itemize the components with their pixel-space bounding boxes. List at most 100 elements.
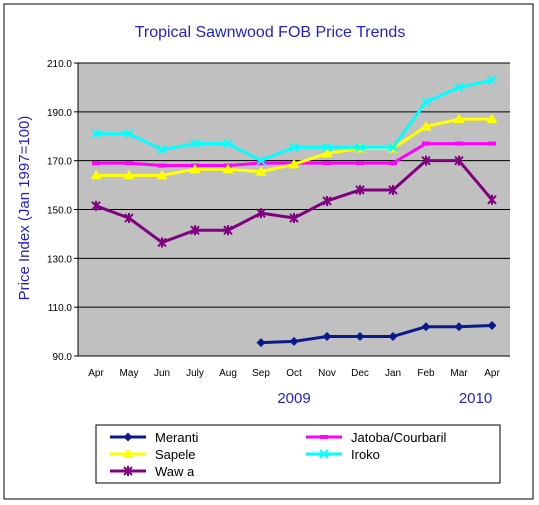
- data-point-sapele-shape: [123, 169, 135, 180]
- data-point-iroko-stroke: [322, 142, 332, 152]
- x-tick-label: Jun: [154, 368, 170, 379]
- data-point-meranti-shape: [322, 331, 332, 341]
- data-point-iroko: [223, 138, 233, 149]
- data-point-sapele: [123, 169, 135, 180]
- data-point-waw-a: [454, 155, 464, 166]
- x-tick-label: Aug: [219, 368, 237, 379]
- data-point-waw-a: [124, 213, 134, 224]
- year-label: 2009: [277, 390, 310, 407]
- x-tick-label: Oct: [286, 368, 302, 379]
- data-point-jatoba-courbaril-shape: [323, 161, 331, 166]
- data-point-iroko: [289, 142, 299, 152]
- data-point-meranti-shape: [421, 322, 431, 332]
- data-point-meranti: [388, 331, 398, 341]
- x-tick-label: Jan: [385, 368, 401, 379]
- legend-marker-iroko: [319, 449, 329, 459]
- data-point-waw-a: [91, 200, 101, 211]
- legend-marker-meranti: [123, 432, 133, 442]
- data-point-jatoba-courbaril-shape: [389, 161, 397, 166]
- data-point-waw-a: [256, 208, 266, 219]
- y-axis-label: Price Index (Jan 1997=100): [16, 116, 33, 301]
- data-point-iroko-stroke: [124, 129, 134, 139]
- data-point-iroko: [124, 129, 134, 139]
- data-point-meranti: [289, 336, 299, 346]
- data-point-sapele-shape: [321, 147, 333, 158]
- data-point-iroko: [157, 144, 167, 155]
- data-point-jatoba-courbaril-shape: [257, 161, 265, 166]
- legend-marker-jatoba-courbaril: [320, 435, 328, 439]
- data-point-iroko-stroke: [190, 138, 200, 149]
- legend-item-jatoba-courbaril: Jatoba/Courbaril: [306, 430, 446, 445]
- data-point-jatoba-courbaril-shape: [92, 161, 100, 166]
- data-point-iroko-stroke: [256, 155, 266, 166]
- data-point-sapele: [288, 158, 300, 169]
- y-tick-label: 110.0: [48, 303, 73, 314]
- legend-marker-waw-a: [123, 466, 133, 476]
- tick-labels: 90.0 110.0 130.0 150.0 170.0 190.0 210.0 Apr May…: [47, 59, 500, 407]
- series-iroko: [91, 75, 497, 166]
- data-point-jatoba-courbaril: [455, 141, 463, 146]
- data-point-jatoba-courbaril: [92, 161, 100, 166]
- x-tick-label: Dec: [351, 368, 369, 379]
- data-point-jatoba-courbaril-shape: [125, 161, 133, 166]
- series-line-meranti: [260, 323, 493, 345]
- data-point-jatoba-courbaril: [158, 163, 166, 168]
- axes: [74, 62, 510, 357]
- data-point-iroko-stroke: [289, 142, 299, 152]
- data-point-meranti: [256, 338, 266, 348]
- year-label: 2010: [459, 390, 492, 407]
- series-group: [90, 75, 498, 348]
- data-point-sapele: [420, 120, 432, 131]
- legend-label-meranti: Meranti: [155, 430, 198, 445]
- legend-label-iroko: Iroko: [351, 447, 380, 462]
- y-tick-label: 150.0: [47, 206, 72, 217]
- data-point-iroko: [256, 155, 266, 166]
- data-point-jatoba-courbaril-shape: [422, 141, 430, 146]
- data-point-waw-a: [223, 225, 233, 236]
- data-point-sapele: [321, 147, 333, 158]
- data-point-sapele-shape: [255, 166, 267, 176]
- data-point-iroko: [355, 142, 365, 152]
- data-point-sapele: [255, 166, 267, 176]
- data-point-waw-a: [355, 184, 365, 195]
- data-point-iroko-stroke: [91, 129, 101, 139]
- legend-marker-sapele: [122, 448, 134, 458]
- data-point-jatoba-courbaril: [257, 161, 265, 166]
- y-tick-label: 90.0: [53, 352, 73, 363]
- x-tick-label: Apr: [484, 368, 500, 379]
- legend-marker-sapele-shape: [122, 448, 134, 458]
- legend-label-waw-a: Waw a: [155, 464, 195, 479]
- data-point-waw-a: [487, 194, 497, 205]
- data-point-iroko: [454, 82, 464, 93]
- data-point-waw-a: [190, 225, 200, 236]
- data-point-sapele-shape: [453, 113, 465, 124]
- legend-item-sapele: Sapele: [110, 447, 195, 462]
- x-tick-label: May: [120, 368, 139, 379]
- data-point-iroko-stroke: [388, 142, 398, 152]
- data-point-jatoba-courbaril: [323, 161, 331, 166]
- data-point-jatoba-courbaril-shape: [455, 141, 463, 146]
- x-tick-label: Feb: [417, 368, 435, 379]
- x-tick-label: Apr: [88, 368, 104, 379]
- series-waw-a: [91, 155, 497, 248]
- data-point-meranti-shape: [487, 320, 497, 330]
- data-point-iroko: [322, 142, 332, 152]
- data-point-meranti-shape: [454, 322, 464, 332]
- data-point-iroko: [487, 75, 497, 85]
- x-tick-label: Mar: [450, 368, 468, 379]
- y-tick-label: 210.0: [47, 59, 72, 70]
- data-point-jatoba-courbaril: [356, 161, 364, 166]
- data-point-meranti-shape: [256, 338, 266, 348]
- grid-lines: [78, 62, 510, 357]
- data-point-sapele: [222, 163, 234, 174]
- data-point-iroko-stroke: [454, 82, 464, 93]
- data-point-waw-a: [322, 195, 332, 206]
- data-point-jatoba-courbaril: [422, 141, 430, 146]
- data-point-waw-a: [157, 237, 167, 248]
- data-point-waw-a: [388, 184, 398, 195]
- data-point-meranti: [322, 331, 332, 341]
- x-tick-label: Sep: [252, 368, 270, 379]
- data-point-sapele: [453, 113, 465, 124]
- data-point-meranti: [421, 322, 431, 332]
